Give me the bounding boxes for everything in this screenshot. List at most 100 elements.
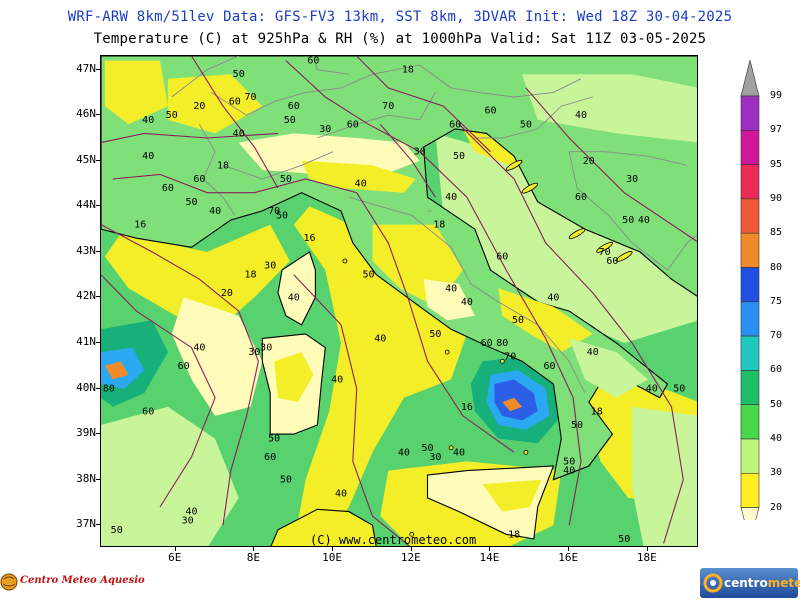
contour-label: 40 [646, 384, 658, 395]
field-balearic-saturated [104, 361, 129, 380]
legend-swatch [740, 370, 760, 405]
temperature-contour-8 [191, 56, 279, 189]
contour-label: 50 [421, 443, 433, 454]
contour-label: 40 [587, 347, 599, 358]
contour-label: 80 [103, 384, 115, 395]
contour-label: 60 [606, 256, 618, 267]
legend-swatch [740, 232, 760, 268]
contour-label: 50 [280, 174, 292, 185]
legend-swatch [740, 130, 760, 165]
contour-label: 50 [166, 110, 178, 121]
land-sardinia-inner [274, 352, 314, 403]
contour-label: 20 [583, 156, 595, 167]
contour-label: 40 [374, 333, 386, 344]
longitude-label: 14E [479, 551, 500, 564]
border-line-1 [199, 124, 236, 216]
latitude-tick [96, 387, 100, 389]
contour-label: 60 [162, 183, 174, 194]
latitude-label: 47N [76, 61, 96, 75]
contour-label: 50 [673, 384, 685, 395]
contour-label: 40 [193, 343, 205, 354]
contour-label: 16 [461, 402, 473, 413]
land-western-alps [167, 74, 263, 134]
longitude-label: 16E [558, 551, 579, 564]
legend-label: 20 [770, 501, 783, 513]
latitude-label: 44N [76, 198, 96, 212]
land-small-island-1 [444, 349, 450, 355]
contour-label: 40 [638, 215, 650, 226]
contour-label: 30 [626, 174, 638, 185]
temperature-contour-7 [525, 87, 697, 243]
contour-label: 60 [484, 106, 496, 117]
border-line-5 [568, 151, 668, 271]
contour-label: 50 [362, 270, 374, 281]
land-small-island-3 [448, 445, 454, 451]
contour-label: 60 [264, 452, 276, 463]
contour-label: 40 [355, 179, 367, 190]
land-dalmatian-island-0 [505, 159, 523, 171]
contour-label: 60 [178, 361, 190, 372]
border-line-4 [569, 151, 688, 166]
latitude-label: 45N [76, 152, 96, 166]
field-tyrrhenian-peak [502, 397, 522, 412]
contour-label: 50 [233, 69, 245, 80]
title-line-2: Temperature (C) at 925hPa & RH (%) at 10… [93, 31, 707, 47]
temperature-contour-3 [293, 274, 411, 546]
weather-map: 50 60 18 70 60 20 50 40 60 50 30 60 70 60 60 50 40 40 40 18… [100, 55, 698, 547]
land-small-island-2 [499, 358, 505, 364]
longitude-label: 10E [322, 551, 343, 564]
legend-label: 40 [770, 433, 783, 444]
contour-label: 60 [288, 101, 300, 112]
contour-label: 18 [217, 160, 229, 171]
field-west-very-dry [171, 297, 263, 416]
field-tyrrhenian-core [494, 379, 538, 421]
legend-label: 80 [770, 261, 783, 273]
latitude-label: 41N [76, 335, 96, 348]
border-line-3 [474, 96, 593, 139]
legend-label: 90 [770, 192, 783, 204]
contour-label: 40 [209, 206, 221, 217]
border-line-2 [478, 78, 582, 98]
latitude-label: 37N [76, 517, 96, 531]
latitude-tick [96, 68, 100, 70]
contour-label: 50 [520, 119, 532, 130]
legend-top-arrow [740, 60, 760, 97]
longitude-tick [174, 547, 176, 551]
legend-label: 70 [770, 330, 783, 342]
contour-label: 60 [496, 251, 508, 262]
contour-label: 18 [508, 529, 520, 540]
legend-label: 85 [770, 227, 783, 239]
legend-label: 97 [770, 124, 783, 136]
legend-label: 95 [770, 158, 783, 170]
land-apulia-south [569, 338, 648, 398]
latitude-label: 46N [76, 107, 96, 121]
temperature-contour-0 [112, 173, 515, 453]
land-masses [101, 56, 697, 546]
contour-label: 40 [142, 115, 154, 126]
land-dalmatian-island-2 [568, 228, 586, 240]
contour-label: 60 [543, 361, 555, 372]
contour-label: 50 [111, 525, 123, 536]
contour-label: 50 [512, 315, 524, 326]
field-ionian-south [632, 406, 697, 546]
contour-label: 40 [445, 192, 457, 203]
legend-swatch [740, 95, 760, 131]
contour-label: 30 [319, 124, 331, 135]
land-emilia [301, 160, 416, 193]
contour-label: 50 [453, 151, 465, 162]
land-small-island-5 [409, 531, 415, 537]
legend-label: 75 [770, 295, 783, 307]
land-dalmatian-island-1 [521, 182, 539, 194]
legend-swatch [740, 164, 760, 200]
latitude-label: 38N [76, 471, 96, 485]
longitude-label: 18E [636, 551, 657, 564]
latitude-label: 42N [76, 289, 96, 303]
longitude-label: 8E [246, 551, 261, 564]
land-apulia-north [498, 288, 593, 353]
legend-swatch [740, 198, 760, 234]
contour-label: 50 [280, 475, 292, 486]
field-ligurian-dry [104, 224, 290, 325]
border-line-11 [317, 92, 436, 139]
legend-label: 30 [770, 467, 783, 479]
